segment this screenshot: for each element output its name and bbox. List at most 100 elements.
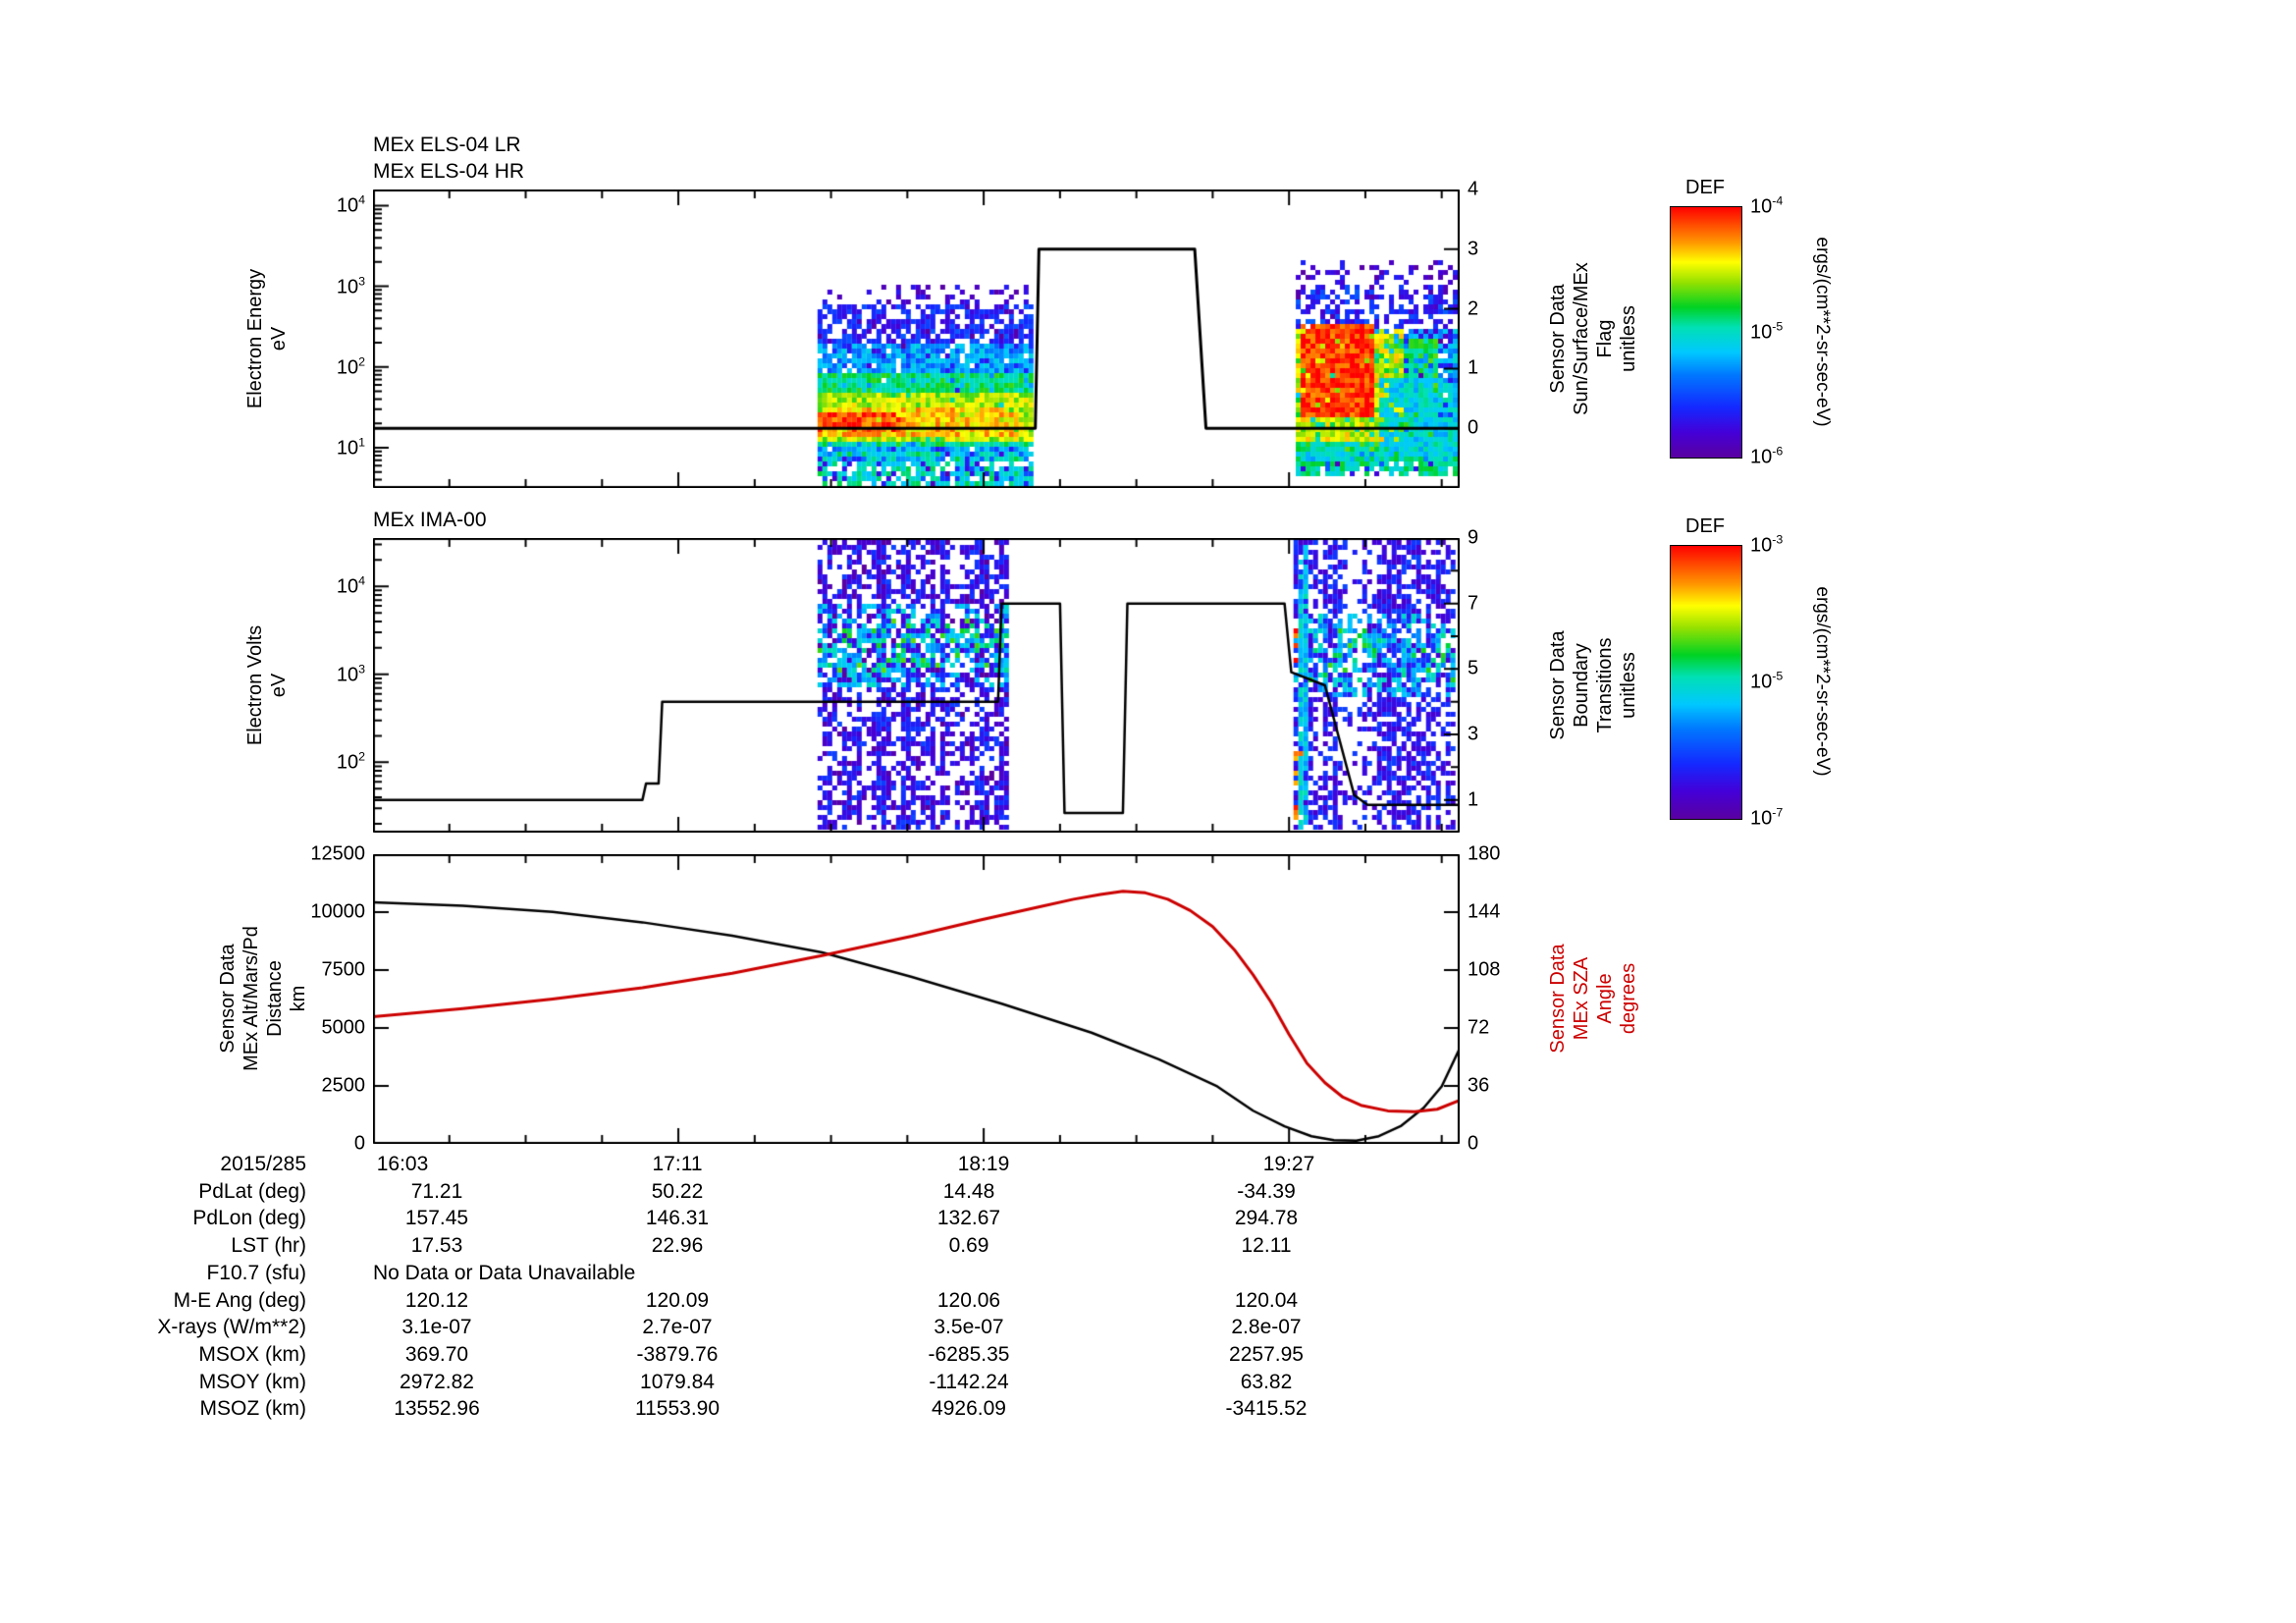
table-row-label: LST (hr) <box>231 1234 306 1258</box>
els-spectrogram-canvas <box>373 189 1460 488</box>
ima-spectrogram-canvas <box>373 538 1460 833</box>
colorbar-tick-label: 10-7 <box>1750 805 1784 830</box>
axis-label-line: Sensor Data <box>1547 944 1569 1054</box>
ima-right-tick-label: 3 <box>1468 723 1479 745</box>
orbit-left-tick-label: 10000 <box>310 900 365 923</box>
table-row-label: X-rays (W/m**2) <box>157 1316 306 1339</box>
els-title-lr: MEx ELS-04 LR <box>373 134 521 156</box>
orbit-right-tick-label: 36 <box>1468 1074 1490 1097</box>
ima-left-tick-label: 102 <box>336 750 365 774</box>
orbit-right-tick-label: 108 <box>1468 958 1501 981</box>
colorbar-tick-label: 10-4 <box>1750 193 1784 218</box>
table-cell: 50.22 <box>651 1179 704 1203</box>
els-right-tick-label: 2 <box>1468 298 1479 320</box>
date-label: 2015/285 <box>220 1153 306 1175</box>
axis-label-line: km <box>288 985 309 1012</box>
orbit-right-tick-label: 0 <box>1468 1132 1479 1155</box>
els-right-tick-label: 3 <box>1468 238 1479 260</box>
ima-right-tick-label: 7 <box>1468 592 1479 615</box>
axis-label-line: Sun/Surface/MEx <box>1571 262 1592 415</box>
table-row-label: PdLon (deg) <box>192 1207 306 1230</box>
axis-label-line: Electron Energy <box>244 268 266 409</box>
table-cell: 120.12 <box>404 1288 469 1312</box>
table-cell: 157.45 <box>404 1207 469 1230</box>
table-row-label: MSOX (km) <box>198 1342 306 1366</box>
ima-left-axis-label: Electron Volts eV <box>243 625 291 745</box>
colorbar-ima-gradient <box>1670 545 1742 820</box>
ima-left-tick-label: 103 <box>336 662 365 686</box>
table-cell: 146.31 <box>645 1207 710 1230</box>
colorbar-ima-title: DEF <box>1685 515 1725 537</box>
table-cell: 2.7e-07 <box>642 1316 713 1339</box>
ima-left-tick-label: 104 <box>336 573 365 598</box>
table-cell: -6285.35 <box>928 1342 1010 1366</box>
table-cell: -34.39 <box>1237 1179 1296 1203</box>
axis-label-line: Flag <box>1594 319 1616 358</box>
els-left-tick-label: 104 <box>336 193 365 217</box>
axis-label-line: unitless <box>1618 652 1639 719</box>
axis-label-line: Sensor Data <box>1547 284 1569 394</box>
x-tick-label: 19:27 <box>1262 1153 1315 1175</box>
table-cell: -3879.76 <box>636 1342 719 1366</box>
ima-right-tick-label: 9 <box>1468 526 1479 549</box>
orbit-left-tick-label: 5000 <box>321 1016 366 1039</box>
table-row-label: PdLat (deg) <box>198 1179 306 1203</box>
table-cell: 63.82 <box>1240 1370 1293 1393</box>
table-cell: 22.96 <box>651 1234 704 1258</box>
table-row-label: F10.7 (sfu) <box>206 1261 306 1284</box>
orbit-left-tick-label: 7500 <box>321 958 366 981</box>
ima-right-axis-label: Sensor Data Boundary Transitions unitles… <box>1546 630 1640 739</box>
els-left-axis-label: Electron Energy eV <box>243 269 291 408</box>
table-cell: 3.1e-07 <box>401 1316 472 1339</box>
ima-title: MEx IMA-00 <box>373 509 487 531</box>
axis-label-line: MEx Alt/Mars/Pd <box>240 926 262 1071</box>
table-cell: 13552.96 <box>394 1397 480 1421</box>
orbit-right-tick-label: 72 <box>1468 1016 1490 1039</box>
axis-label-line: Angle <box>1594 973 1616 1024</box>
orbit-left-tick-label: 0 <box>353 1132 365 1155</box>
x-tick-label: 16:03 <box>376 1153 429 1175</box>
orbit-right-tick-label: 144 <box>1468 900 1501 923</box>
table-cell: 2972.82 <box>400 1370 474 1393</box>
axis-label-line: Sensor Data <box>1547 630 1569 740</box>
table-row-label: MSOY (km) <box>198 1370 306 1393</box>
colorbar-ima-unit-label: ergs/(cm**2-sr-sec-eV) <box>1812 586 1833 777</box>
x-tick-label: 18:19 <box>957 1153 1010 1175</box>
orbit-left-tick-label: 2500 <box>321 1074 366 1097</box>
table-cell: -1142.24 <box>929 1370 1009 1393</box>
orbit-left-axis-label: Sensor Data MEx Alt/Mars/Pd Distance km <box>216 926 310 1071</box>
axis-label-line: eV <box>268 673 290 698</box>
table-cell: 4926.09 <box>932 1397 1006 1421</box>
table-cell: -3415.52 <box>1225 1397 1308 1421</box>
table-cell: 369.70 <box>404 1342 469 1366</box>
orbit-left-tick-label: 12500 <box>310 842 365 865</box>
table-cell: 294.78 <box>1234 1207 1299 1230</box>
colorbar-tick-label: 10-3 <box>1750 532 1784 557</box>
x-tick-label: 17:11 <box>652 1153 703 1175</box>
table-cell: 14.48 <box>942 1179 995 1203</box>
els-left-tick-label: 103 <box>336 274 365 298</box>
table-cell: 17.53 <box>410 1234 463 1258</box>
axis-label-line: degrees <box>1618 962 1639 1035</box>
colorbar-tick-label: 10-5 <box>1750 319 1784 343</box>
els-right-tick-label: 0 <box>1468 416 1479 439</box>
colorbar-els-gradient <box>1670 206 1742 459</box>
axis-label-line: unitless <box>1618 305 1639 372</box>
table-cell: 11553.90 <box>634 1397 721 1421</box>
els-right-tick-label: 4 <box>1468 178 1479 200</box>
orbit-right-axis-label: Sensor Data MEx SZA Angle degrees <box>1546 944 1640 1053</box>
axis-label-line: eV <box>268 326 290 352</box>
table-cell: 1079.84 <box>640 1370 715 1393</box>
axis-label-line: Distance <box>264 960 286 1037</box>
table-cell: 120.09 <box>645 1288 710 1312</box>
table-cell: 3.5e-07 <box>934 1316 1004 1339</box>
els-left-tick-label: 102 <box>336 354 365 379</box>
table-cell: 120.04 <box>1234 1288 1299 1312</box>
ima-right-tick-label: 5 <box>1468 657 1479 679</box>
els-left-tick-label: 101 <box>336 435 365 460</box>
axis-label-line: Boundary <box>1571 643 1592 728</box>
colorbar-els-title: DEF <box>1685 177 1725 198</box>
els-title-hr: MEx ELS-04 HR <box>373 160 525 183</box>
colorbar-els-unit-label: ergs/(cm**2-sr-sec-eV) <box>1812 237 1833 427</box>
table-cell: 12.11 <box>1241 1234 1292 1258</box>
